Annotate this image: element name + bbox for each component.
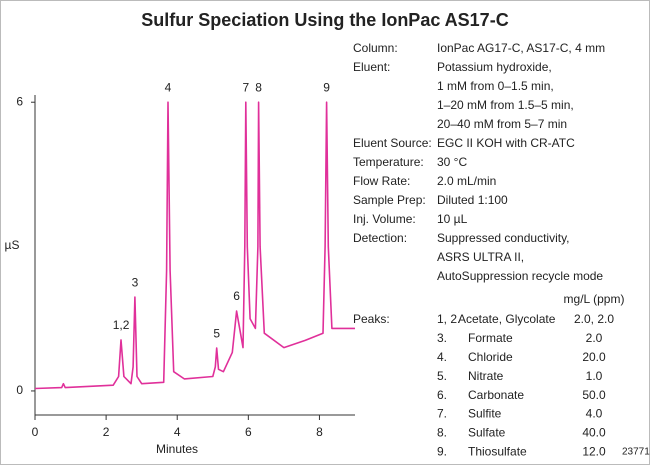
peak-name: Carbonate	[468, 388, 524, 402]
peak-number: 1, 2.	[437, 312, 460, 326]
peak-label: 9	[323, 80, 330, 94]
x-tick-label: 8	[316, 425, 323, 439]
peak-amount: 4.0	[586, 407, 603, 421]
condition-label: Column:	[353, 41, 398, 55]
figure-number: 23771	[622, 447, 650, 458]
condition-value: 20–40 mM from 5–7 min	[437, 117, 567, 131]
x-axis-label: Minutes	[156, 442, 198, 456]
peaks-label: Peaks:	[353, 312, 390, 326]
peak-number: 4.	[437, 350, 447, 364]
peak-label: 3	[132, 275, 139, 289]
condition-value: ASRS ULTRA II,	[437, 250, 524, 264]
x-tick-label: 6	[245, 425, 252, 439]
condition-label: Eluent Source:	[353, 136, 432, 150]
condition-value: EGC II KOH with CR-ATC	[437, 136, 575, 150]
peak-name: Thiosulfate	[468, 444, 527, 458]
peak-name: Formate	[468, 331, 513, 345]
trace	[34, 101, 355, 390]
condition-label: Sample Prep:	[353, 193, 426, 207]
peak-label: 5	[213, 326, 220, 340]
peak-name: Sulfate	[468, 426, 506, 440]
peak-number: 7.	[437, 407, 447, 421]
condition-value: 30 °C	[437, 155, 467, 169]
peaks-header: mg/L (ppm)	[564, 292, 625, 306]
peak-number: 6.	[437, 388, 447, 402]
peak-label: 4	[165, 80, 172, 94]
condition-value: AutoSuppression recycle mode	[437, 269, 603, 283]
peak-number: 9.	[437, 444, 447, 458]
peak-amount: 50.0	[582, 388, 606, 402]
condition-label: Inj. Volume:	[353, 212, 416, 226]
y-tick-label: 6	[16, 94, 23, 108]
x-tick-label: 4	[174, 425, 181, 439]
x-tick-label: 0	[32, 425, 39, 439]
peak-amount: 12.0	[582, 444, 606, 458]
peak-amount: 20.0	[582, 350, 606, 364]
condition-value: 2.0 mL/min	[437, 174, 496, 188]
condition-value: 10 µL	[437, 212, 468, 226]
y-tick-label: 0	[16, 383, 23, 397]
condition-value: IonPac AG17-C, AS17-C, 4 mm	[437, 41, 605, 55]
peak-number: 5.	[437, 369, 447, 383]
peak-label: 6	[233, 289, 240, 303]
peak-number: 8.	[437, 426, 447, 440]
peak-name: Acetate, Glycolate	[458, 312, 556, 326]
condition-label: Eluent:	[353, 60, 390, 74]
condition-value: Diluted 1:100	[437, 193, 508, 207]
condition-label: Temperature:	[353, 155, 424, 169]
peak-label: 8	[255, 80, 262, 94]
peak-amount: 1.0	[586, 369, 603, 383]
condition-value: Suppressed conductivity,	[437, 231, 570, 245]
condition-value: Potassium hydroxide,	[437, 60, 552, 74]
axis-line	[34, 95, 355, 416]
x-tick-label: 2	[103, 425, 110, 439]
peak-label: 7	[243, 80, 250, 94]
peak-name: Nitrate	[468, 369, 504, 383]
peak-amount: 2.0	[586, 331, 603, 345]
condition-value: 1 mM from 0–1.5 min,	[437, 79, 554, 93]
peak-amount: 2.0, 2.0	[574, 312, 614, 326]
peak-name: Sulfite	[468, 407, 502, 421]
condition-label: Detection:	[353, 231, 407, 245]
peak-number: 3.	[437, 331, 447, 345]
condition-value: 1–20 mM from 1.5–5 min,	[437, 98, 574, 112]
condition-label: Flow Rate:	[353, 174, 410, 188]
y-axis-label: µS	[5, 238, 20, 252]
chart-title: Sulfur Speciation Using the IonPac AS17-…	[141, 10, 508, 30]
peak-name: Chloride	[468, 350, 513, 364]
peak-amount: 40.0	[582, 426, 606, 440]
peak-label: 1,2	[113, 318, 130, 332]
